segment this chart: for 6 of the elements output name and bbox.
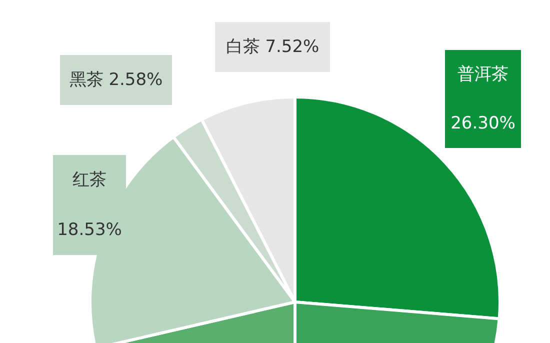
slice-label: 白茶 7.52% bbox=[226, 37, 320, 57]
slice-label: 普洱茶 bbox=[458, 64, 508, 84]
slice-label: 红茶 bbox=[72, 170, 106, 190]
slice-label: 黑茶 2.58% bbox=[69, 70, 163, 90]
data-label: 18.53% bbox=[57, 220, 122, 240]
data-label: 26.30% bbox=[450, 114, 516, 134]
